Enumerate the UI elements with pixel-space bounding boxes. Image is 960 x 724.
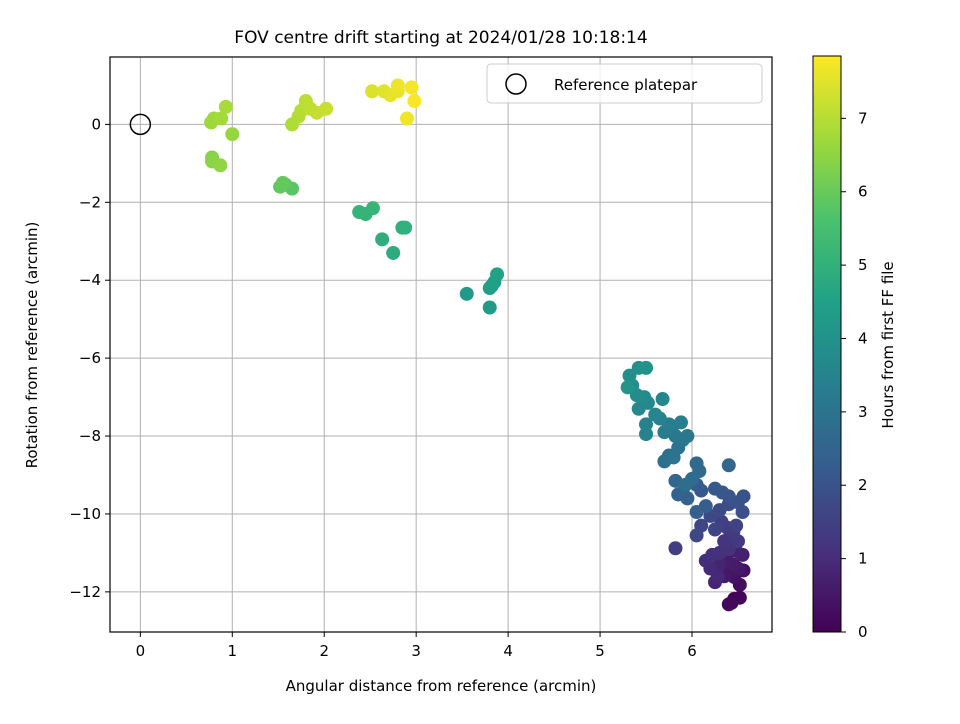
data-point xyxy=(365,84,380,99)
x-tick-label: 6 xyxy=(687,642,697,660)
data-point xyxy=(459,286,474,301)
x-axis-label: Angular distance from reference (arcmin) xyxy=(286,677,597,695)
legend-marker xyxy=(505,73,527,95)
data-point xyxy=(375,232,390,247)
reference-point-marker xyxy=(129,113,152,136)
data-point xyxy=(404,80,419,95)
data-point xyxy=(707,522,722,537)
data-point xyxy=(490,267,505,282)
data-point xyxy=(680,429,695,444)
data-point xyxy=(352,205,367,220)
x-tick-label: 1 xyxy=(228,642,238,660)
y-tick-label: −10 xyxy=(69,505,101,523)
colorbar-tick-label: 7 xyxy=(858,109,868,127)
data-point xyxy=(648,407,663,422)
data-point xyxy=(671,487,686,502)
data-point xyxy=(721,597,736,612)
data-points xyxy=(204,78,751,612)
colorbar: 0 1 2 3 4 5 6 7 Hours from first FF file xyxy=(812,55,897,641)
colorbar-tick-label: 1 xyxy=(858,550,868,568)
data-point xyxy=(275,175,290,190)
data-point xyxy=(399,111,414,126)
legend: Reference platepar xyxy=(486,63,763,104)
y-tick-label: −8 xyxy=(79,427,101,445)
data-point xyxy=(398,220,413,235)
data-point xyxy=(390,78,405,93)
data-point xyxy=(365,201,380,216)
data-point xyxy=(668,541,683,556)
y-tick-label: 0 xyxy=(91,115,101,133)
data-point xyxy=(707,481,722,496)
data-point xyxy=(678,477,693,492)
x-axis-ticks: 0 1 2 3 4 5 6 xyxy=(136,632,697,660)
legend-box xyxy=(486,63,763,104)
data-point xyxy=(213,158,228,173)
colorbar-tick-label: 5 xyxy=(858,256,868,274)
y-tick-label: −2 xyxy=(79,193,101,211)
x-tick-label: 5 xyxy=(595,642,605,660)
data-point xyxy=(736,489,751,504)
x-tick-label: 4 xyxy=(503,642,513,660)
data-point xyxy=(732,590,747,605)
y-axis-label: Rotation from reference (arcmin) xyxy=(23,222,41,469)
colorbar-tick-label: 2 xyxy=(858,476,868,494)
reference-point xyxy=(129,113,152,136)
data-point xyxy=(729,518,744,533)
y-axis-ticks: 0 −2 −4 −6 −8 −10 −12 xyxy=(69,115,110,601)
colorbar-tick-label: 3 xyxy=(858,403,868,421)
x-tick-label: 0 xyxy=(136,642,146,660)
data-point xyxy=(407,94,422,109)
data-point xyxy=(639,427,654,442)
chart-title: FOV centre drift starting at 2024/01/28 … xyxy=(234,28,647,48)
data-point xyxy=(622,368,637,383)
y-tick-label: −6 xyxy=(79,349,101,367)
y-tick-label: −12 xyxy=(69,583,101,601)
colorbar-label: Hours from first FF file xyxy=(879,261,897,428)
data-point xyxy=(655,392,670,407)
data-point xyxy=(620,380,635,395)
colorbar-tick-label: 0 xyxy=(858,623,868,641)
data-point xyxy=(482,300,497,315)
x-tick-label: 2 xyxy=(319,642,329,660)
data-point xyxy=(319,101,334,116)
legend-label: Reference platepar xyxy=(554,76,698,94)
data-point xyxy=(225,127,240,142)
x-tick-label: 3 xyxy=(411,642,421,660)
y-tick-label: −4 xyxy=(79,271,101,289)
colorbar-bar xyxy=(812,55,842,633)
data-point xyxy=(639,360,654,375)
data-point xyxy=(721,458,736,473)
data-point xyxy=(386,245,401,260)
data-point xyxy=(214,111,229,126)
plot-area-frame xyxy=(109,56,773,633)
data-point xyxy=(689,528,704,543)
colorbar-tick-label: 6 xyxy=(858,183,868,201)
data-point xyxy=(689,505,704,520)
data-point xyxy=(218,99,233,114)
data-point xyxy=(639,417,654,432)
colorbar-tick-label: 4 xyxy=(858,329,868,347)
data-point xyxy=(673,415,688,430)
colorbar-ticks: 0 1 2 3 4 5 6 7 xyxy=(841,109,868,641)
data-point xyxy=(631,401,646,416)
